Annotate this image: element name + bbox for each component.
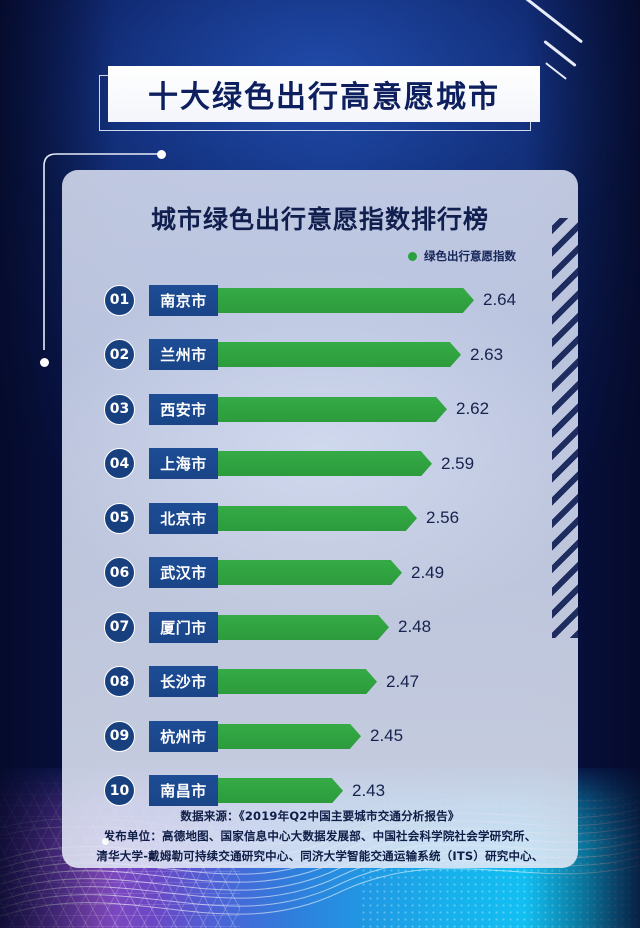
bar-arrow-head (366, 669, 377, 695)
city-label: 杭州市 (149, 720, 218, 752)
rank-badge: 07 (104, 611, 135, 643)
value-label: 2.45 (370, 726, 404, 746)
value-bar (218, 287, 474, 313)
line-end-dot-bottom (40, 358, 49, 367)
bar-arrow-head (436, 396, 447, 422)
value-label: 2.48 (398, 617, 432, 637)
value-bar (218, 669, 377, 695)
value-bar (218, 505, 417, 531)
value-bar (218, 560, 402, 586)
value-label: 2.63 (470, 344, 504, 364)
rank-badge: 05 (104, 502, 135, 534)
title-banner: 十大绿色出行高意愿城市 (108, 66, 540, 122)
bar-arrow-head (350, 723, 361, 749)
rank-badge: 10 (104, 775, 135, 807)
bar-arrow-head (406, 505, 417, 531)
footer-line: 发布单位：高德地图、国家信息中心大数据发展部、中国社会科学院社会学研究所、 (103, 829, 537, 843)
city-label: 厦门市 (149, 611, 218, 643)
city-label: 南京市 (149, 284, 218, 316)
rank-badge: 08 (104, 666, 135, 698)
rank-badge: 06 (104, 557, 135, 589)
city-label: 长沙市 (149, 666, 218, 698)
city-label: 上海市 (149, 448, 218, 480)
ranking-row: 04 上海市 2.59 (62, 437, 578, 492)
value-bar (218, 614, 389, 640)
value-label: 2.64 (483, 290, 517, 310)
ranking-rows: 01 南京市 2.64 02 兰州市 2.63 03 西安市 2.62 04 上海市 2.59 05 北京… (62, 273, 578, 818)
value-bar (218, 778, 343, 804)
rank-badge: 03 (104, 393, 135, 425)
bar-arrow-head (378, 614, 389, 640)
ranking-row: 10 南昌市 2.43 (62, 764, 578, 819)
value-label: 2.62 (456, 399, 490, 419)
footer-notes: 数据来源：《2019年Q2中国主要城市交通分析报告》 发布单位：高德地图、国家信… (78, 806, 562, 868)
bar-arrow-head (421, 451, 432, 477)
footer-line: 数据来源：《2019年Q2中国主要城市交通分析报告》 (180, 809, 460, 823)
legend-dot-icon (408, 251, 417, 261)
legend-label: 绿色出行意愿指数 (424, 249, 516, 263)
city-label: 南昌市 (149, 775, 218, 807)
value-label: 2.59 (441, 453, 475, 473)
bracket-line-decoration (43, 153, 160, 350)
city-label: 武汉市 (149, 557, 218, 589)
ranking-row: 05 北京市 2.56 (62, 491, 578, 546)
ranking-row: 09 杭州市 2.45 (62, 709, 578, 764)
rank-badge: 01 (104, 284, 135, 316)
diagonal-stripes-decoration (552, 218, 578, 638)
city-label: 西安市 (149, 393, 218, 425)
rank-badge: 04 (104, 448, 135, 480)
city-label: 兰州市 (149, 339, 218, 371)
rank-badge: 09 (104, 720, 135, 752)
value-label: 2.56 (426, 508, 460, 528)
rank-badge: 02 (104, 339, 135, 371)
footer-line: 未来交通与城市计算联合实验室等 (78, 866, 562, 868)
value-label: 2.47 (386, 671, 420, 691)
bar-arrow-head (391, 560, 402, 586)
ranking-row: 02 兰州市 2.63 (62, 328, 578, 383)
chart-legend: 绿色出行意愿指数 (408, 248, 516, 264)
line-end-dot-top (157, 150, 166, 159)
ranking-row: 01 南京市 2.64 (62, 273, 578, 328)
page-title: 十大绿色出行高意愿城市 (148, 80, 500, 115)
title-banner-wrapper: 十大绿色出行高意愿城市 (99, 66, 540, 131)
city-label: 北京市 (149, 502, 218, 534)
bar-arrow-head (450, 342, 461, 368)
chart-title: 城市绿色出行意愿指数排行榜 (150, 205, 489, 234)
ranking-row: 06 武汉市 2.49 (62, 546, 578, 601)
bar-arrow-head (332, 778, 343, 804)
value-bar (218, 451, 432, 477)
value-label: 2.49 (411, 562, 445, 582)
ranking-row: 07 厦门市 2.48 (62, 600, 578, 655)
accent-dot (102, 838, 109, 845)
bar-arrow-head (463, 287, 474, 313)
ranking-row: 08 长沙市 2.47 (62, 655, 578, 710)
ranking-card: 城市绿色出行意愿指数排行榜 绿色出行意愿指数 01 南京市 2.64 02 兰州市 2.6… (62, 170, 578, 868)
value-bar (218, 723, 361, 749)
ranking-row: 03 西安市 2.62 (62, 382, 578, 437)
value-label: 2.43 (352, 780, 386, 800)
value-bar (218, 342, 461, 368)
value-bar (218, 396, 447, 422)
footer-line: 清华大学-戴姆勒可持续交通研究中心、同济大学智能交通运输系统（ITS）研究中心、 (96, 849, 544, 863)
